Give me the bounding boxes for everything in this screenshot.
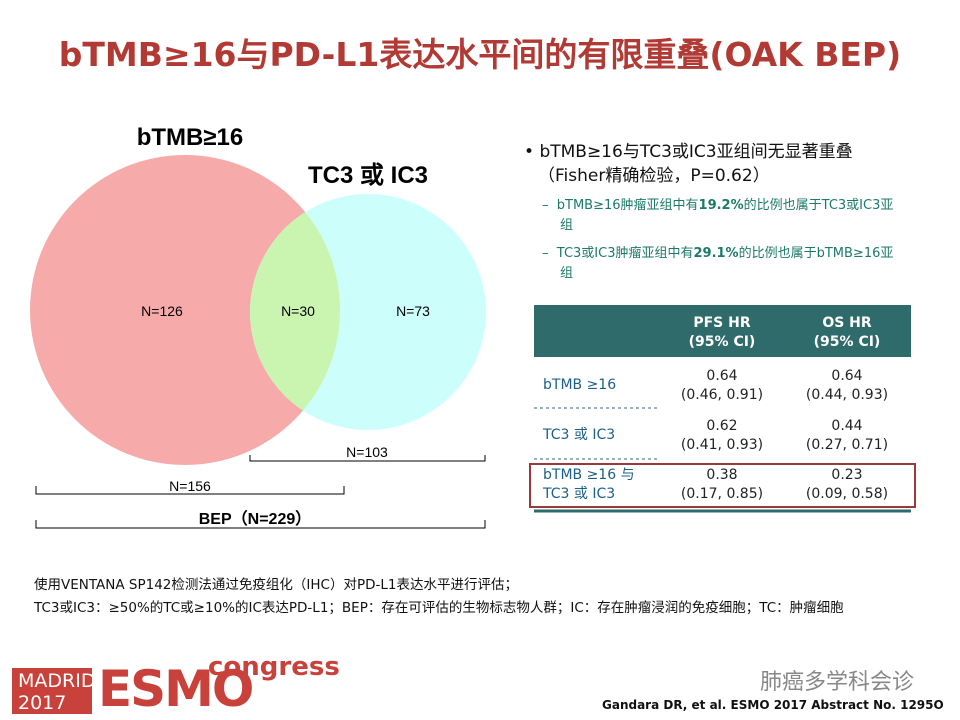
table-header [534, 305, 911, 357]
cell: 0.64 (0.44, 0.93) [787, 367, 907, 405]
text: (0.41, 0.93) [680, 437, 764, 453]
text: bTMB ≥16 [543, 377, 617, 393]
text: 2017 [18, 692, 67, 714]
text: (0.27, 0.71) [805, 437, 889, 453]
set-b-label: TC3 或 IC3 [308, 162, 428, 189]
overlap [250, 194, 340, 430]
footnotes: 使用VENTANA SP142检测法通过免疫组化（IHC）对PD-L1表达水平进… [34, 574, 934, 620]
cell: 0.44 (0.27, 0.71) [787, 417, 907, 455]
text: (95% CI) [688, 334, 756, 350]
logo-esmo: ESMO [98, 660, 254, 718]
text: 0.64 [831, 368, 863, 384]
text: (0.46, 0.91) [680, 387, 764, 403]
set-a-label: bTMB≥16 [137, 124, 244, 151]
slide-title: bTMB≥16与PD-L1表达水平间的有限重叠(OAK BEP) [58, 35, 902, 74]
sub-bullet: – TC3或IC3肿瘤亚组中有29.1%的比例也属于bTMB≥16亚组 [542, 246, 894, 281]
logo-city: MADRID 2017 [18, 670, 95, 714]
text: TC3 或 IC3 [543, 427, 616, 443]
overlap-label: N=30 [281, 303, 315, 319]
footnote: TC3或IC3：≥50%的TC或≥10%的IC表达PD-L1；BEP：存在可评估… [34, 600, 844, 616]
only-a: N=126 [141, 303, 183, 319]
bullet: • bTMB≥16与TC3或IC3亚组间无显著重叠（Fisher精确检验，P=0… [524, 142, 853, 186]
text: MADRID [18, 670, 96, 692]
text: (0.09, 0.58) [805, 486, 889, 502]
text: OS HR [822, 315, 872, 331]
venn-diagram: bTMB≥16 TC3 或 IC3 N=126 N=30 N=73 N=103 … [30, 124, 486, 529]
header-cell: PFS HR (95% CI) [662, 314, 782, 352]
text: 0.62 [706, 418, 738, 434]
total-a: N=156 [169, 478, 211, 494]
total: BEP（N=229） [199, 510, 312, 528]
emphasis: 29.1% [693, 246, 739, 261]
text: 的比例也属于bTMB≥16亚组 [560, 246, 894, 281]
row-label: bTMB ≥16 与 TC3 或 IC3 [543, 466, 663, 504]
bullets: • bTMB≥16与TC3或IC3亚组间无显著重叠（Fisher精确检验，P=0… [516, 140, 906, 284]
bullet-text: bTMB≥16与TC3或IC3亚组间无显著重叠（Fisher精确检验，P=0.6… [538, 142, 853, 186]
logo-congress: congress [208, 652, 340, 682]
watermark: 肺癌多学科会诊 [760, 670, 915, 695]
text: bTMB ≥16 与 [543, 467, 635, 483]
text: TC3或IC3肿瘤亚组中有 [556, 246, 694, 261]
text: (0.17, 0.85) [680, 486, 764, 502]
table-lines [529, 407, 916, 513]
total-b: N=103 [346, 444, 388, 460]
brackets [35, 455, 486, 529]
text: 0.44 [831, 418, 863, 434]
text: bTMB≥16肿瘤亚组中有 [556, 198, 699, 213]
set-a-circle [30, 155, 340, 465]
text: 0.38 [706, 467, 738, 483]
text: PFS HR [693, 315, 751, 331]
sub-bullet: – bTMB≥16肿瘤亚组中有19.2%的比例也属于TC3或IC3亚组 [542, 198, 894, 233]
text: (95% CI) [813, 334, 881, 350]
header-cell: OS HR (95% CI) [787, 314, 907, 352]
cell: 0.62 (0.41, 0.93) [662, 417, 782, 455]
row-label: TC3 或 IC3 [543, 426, 663, 445]
citation: Gandara DR, et al. ESMO 2017 Abstract No… [602, 698, 944, 712]
text: (0.44, 0.93) [805, 387, 889, 403]
text: 的比例也属于TC3或IC3亚组 [560, 198, 894, 233]
only-b: N=73 [396, 303, 430, 319]
logo-box [12, 668, 92, 714]
cell: 0.23 (0.09, 0.58) [787, 466, 907, 504]
cell: 0.64 (0.46, 0.91) [662, 367, 782, 405]
cell: 0.38 (0.17, 0.85) [662, 466, 782, 504]
text: 0.64 [706, 368, 738, 384]
row-label: bTMB ≥16 [543, 376, 663, 395]
emphasis: 19.2% [698, 198, 744, 213]
text: 0.23 [831, 467, 863, 483]
text: TC3 或 IC3 [543, 486, 616, 502]
footnote: 使用VENTANA SP142检测法通过免疫组化（IHC）对PD-L1表达水平进… [34, 577, 518, 593]
